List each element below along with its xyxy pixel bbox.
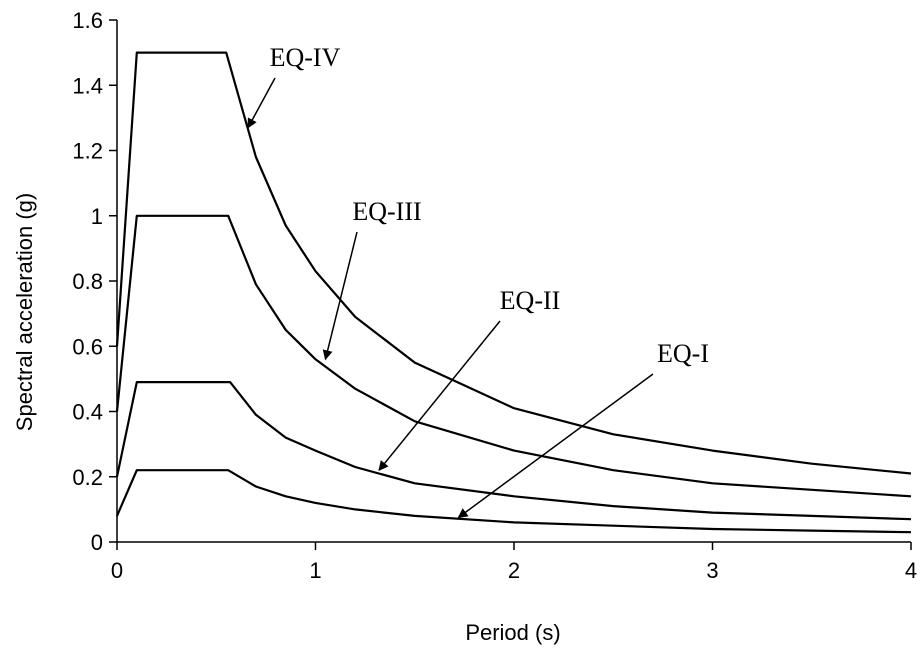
x-tick-label: 4 bbox=[905, 558, 917, 583]
annotation-arrow-eq-iv bbox=[247, 77, 276, 129]
y-tick-label: 0.8 bbox=[72, 269, 103, 294]
annotation-arrow-eq-iii bbox=[322, 231, 358, 361]
series-layer bbox=[115, 51, 912, 534]
y-tick-label: 0.6 bbox=[72, 334, 103, 359]
y-tick-label: 1 bbox=[91, 204, 103, 229]
x-tick-label: 1 bbox=[309, 558, 321, 583]
y-tick-label: 1.2 bbox=[72, 139, 103, 164]
annotation-label-eq-iii: EQ-III bbox=[352, 197, 421, 226]
y-tick-label: 1.6 bbox=[72, 8, 103, 33]
y-tick-label: 1.4 bbox=[72, 73, 103, 98]
x-axis-title: Period (s) bbox=[465, 620, 560, 645]
y-tick-label: 0.4 bbox=[72, 400, 103, 425]
annotation-label-eq-i: EQ-I bbox=[657, 339, 709, 368]
x-tick-label: 3 bbox=[706, 558, 718, 583]
annotation-arrow-eq-ii bbox=[378, 320, 501, 472]
x-tick-label: 0 bbox=[111, 558, 123, 583]
annotation-label-eq-iv: EQ-IV bbox=[270, 43, 341, 72]
series-line-eq-iv bbox=[115, 51, 912, 475]
annotation-layer: EQ-IV EQ-III EQ-II EQ-I bbox=[247, 43, 709, 519]
y-axis-title: Spectral acceleration (g) bbox=[12, 193, 37, 431]
series-line-eq-ii bbox=[115, 381, 912, 521]
y-tick-label: 0 bbox=[91, 530, 103, 555]
annotation-arrow-eq-i bbox=[457, 373, 654, 519]
series-line-eq-i bbox=[115, 469, 912, 534]
annotation-label-eq-ii: EQ-II bbox=[500, 286, 561, 315]
x-tick-label: 2 bbox=[508, 558, 520, 583]
y-tick-label: 0.2 bbox=[72, 465, 103, 490]
series-line-eq-iii bbox=[115, 214, 912, 498]
axes: 0 0.2 0.4 0.6 0.8 1 1.2 1.4 1.6 0 1 2 3 4 bbox=[72, 8, 917, 583]
